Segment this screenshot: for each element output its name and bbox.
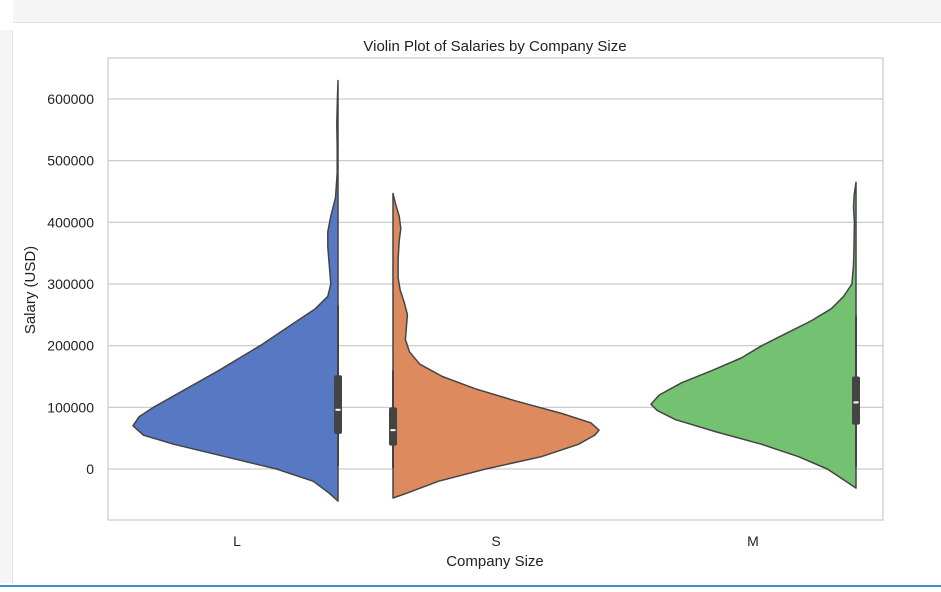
y-axis-label: Salary (USD) — [22, 246, 39, 334]
left-gutter — [0, 30, 13, 583]
violin-S — [389, 192, 600, 499]
bottom-border-line — [0, 585, 941, 587]
x-tick-label: L — [233, 533, 241, 549]
violins — [132, 79, 860, 502]
x-axis-label: Company Size — [446, 553, 544, 570]
iqr-box — [852, 376, 860, 425]
top-toolbar-strip — [13, 0, 941, 23]
violin-half — [132, 79, 339, 502]
y-axis-ticks: 0 100000 200000 300000 400000 500000 600000 — [47, 91, 94, 477]
chart-title: Violin Plot of Salaries by Company Size — [363, 38, 626, 55]
y-tick-label: 100000 — [47, 399, 94, 415]
y-tick-label: 600000 — [47, 91, 94, 107]
violin-L — [132, 79, 342, 502]
violin-half — [650, 181, 857, 489]
iqr-box — [334, 375, 342, 434]
y-tick-label: 0 — [86, 461, 94, 477]
y-tick-label: 200000 — [47, 338, 94, 354]
x-tick-label: S — [491, 533, 500, 549]
y-tick-label: 500000 — [47, 153, 94, 169]
x-tick-label: M — [747, 533, 759, 549]
y-tick-label: 400000 — [47, 214, 94, 230]
violin-M — [650, 181, 860, 489]
y-tick-label: 300000 — [47, 276, 94, 292]
violin-half — [392, 192, 600, 499]
iqr-box — [389, 407, 397, 446]
